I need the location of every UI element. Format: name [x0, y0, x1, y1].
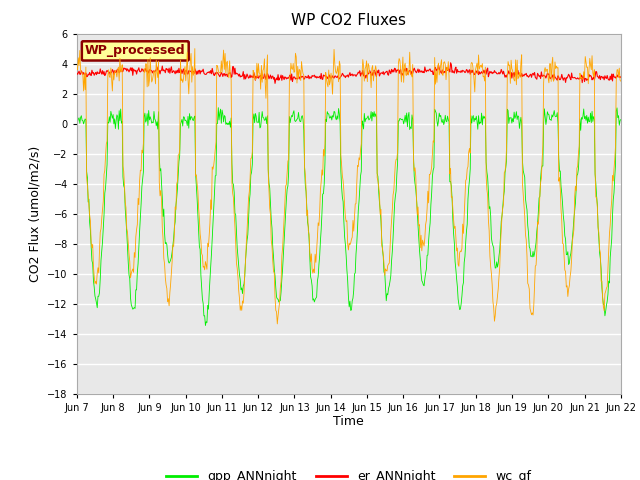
X-axis label: Time: Time — [333, 415, 364, 429]
Legend: gpp_ANNnight, er_ANNnight, wc_gf: gpp_ANNnight, er_ANNnight, wc_gf — [161, 465, 536, 480]
Y-axis label: CO2 Flux (umol/m2/s): CO2 Flux (umol/m2/s) — [29, 145, 42, 282]
Title: WP CO2 Fluxes: WP CO2 Fluxes — [291, 13, 406, 28]
Text: WP_processed: WP_processed — [85, 44, 186, 58]
